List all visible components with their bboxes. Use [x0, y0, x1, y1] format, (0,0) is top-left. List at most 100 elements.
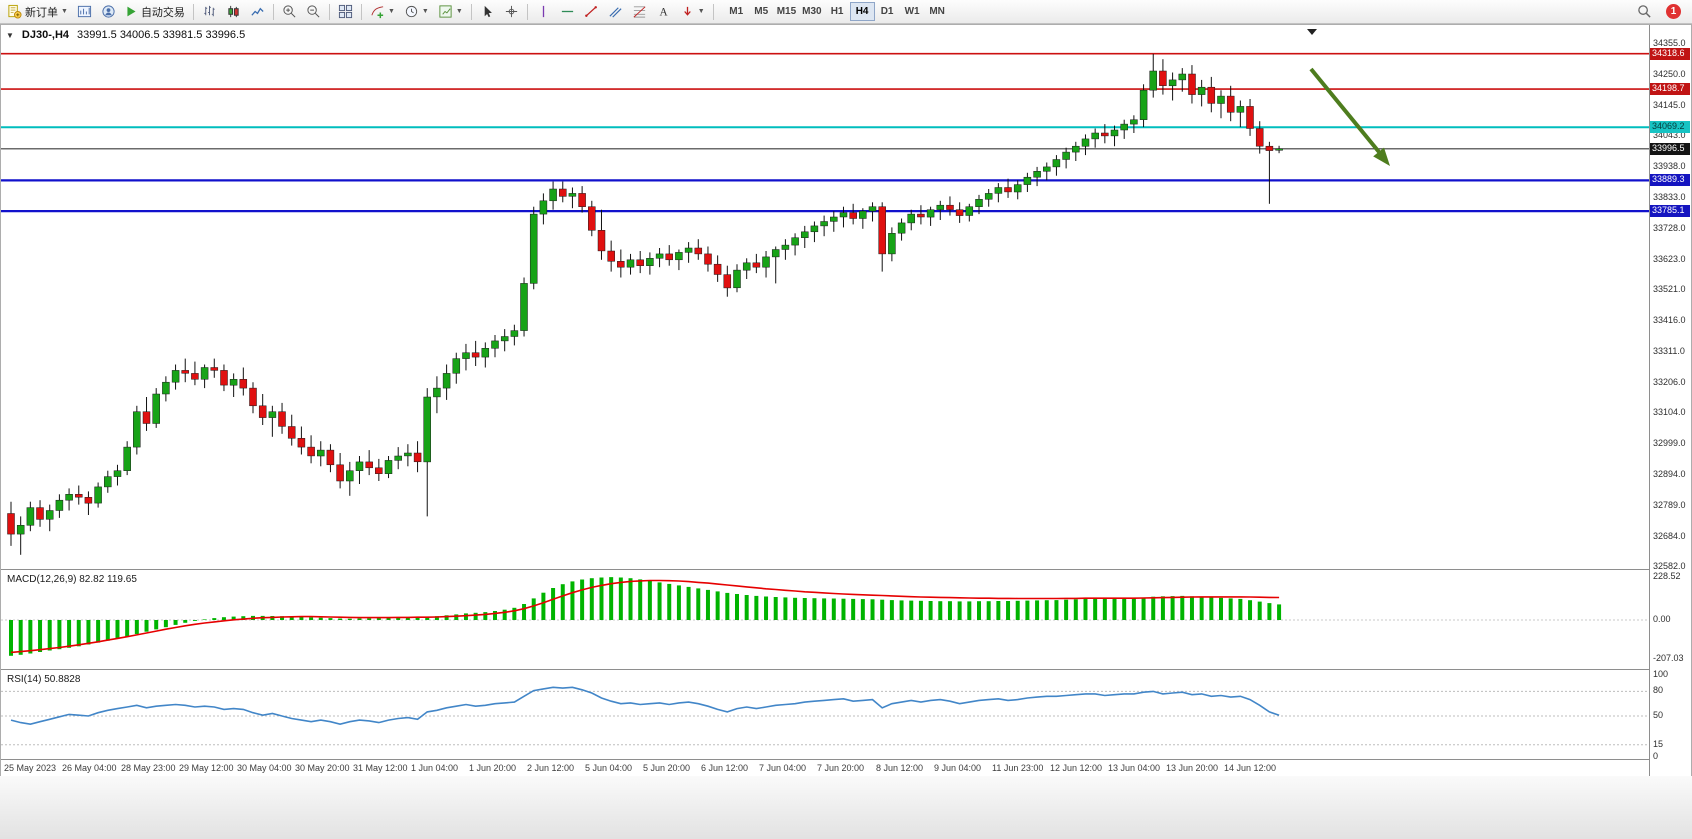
down-trend-arrow — [1309, 67, 1381, 154]
macd-panel[interactable] — [1, 569, 1649, 669]
search-icon — [1637, 4, 1652, 19]
price-level-label: 34318.6 — [1650, 48, 1690, 60]
price-tick: 33521.0 — [1653, 284, 1686, 294]
rsi-panel[interactable] — [1, 669, 1649, 759]
price-tick: 33416.0 — [1653, 315, 1686, 325]
notification-badge[interactable]: 1 — [1666, 4, 1681, 19]
templates-button[interactable]: ▼ — [434, 1, 467, 22]
timeframe-d1-button[interactable]: D1 — [880, 6, 894, 17]
price-tick: 34145.0 — [1653, 100, 1686, 110]
chart-shift-icon — [1307, 29, 1317, 35]
bar-chart-button[interactable] — [198, 1, 221, 22]
vertical-line-icon — [536, 4, 551, 19]
chart-dropdown-icon[interactable]: ▼ — [6, 30, 14, 40]
rsi-scale-label: 100 — [1653, 669, 1669, 679]
rsi-label: RSI(14) 50.8828 — [7, 674, 81, 685]
toolbar-separator — [470, 3, 472, 20]
charts-window-icon — [77, 4, 92, 19]
price-tick: 33104.0 — [1653, 407, 1686, 417]
text-tool-button[interactable]: A — [652, 1, 675, 22]
line-chart-button[interactable] — [246, 1, 269, 22]
search-button[interactable] — [1633, 1, 1656, 22]
time-label: 31 May 12:00 — [353, 763, 408, 773]
toolbar-separator — [328, 3, 330, 20]
time-label: 9 Jun 04:00 — [934, 763, 982, 773]
zoom-in-button[interactable] — [278, 1, 301, 22]
trendline-button[interactable] — [580, 1, 603, 22]
candlestick-icon — [226, 4, 241, 19]
auto-trading-button[interactable]: 自动交易 — [121, 1, 189, 22]
timeframe-h1-button[interactable]: H1 — [830, 6, 844, 17]
zoom-in-icon — [282, 4, 297, 19]
price-level-label: 33889.3 — [1650, 174, 1690, 186]
main-toolbar: 新订单 ▼ 自动交易 ▼ ▼ ▼ — [0, 0, 1692, 24]
price-tick: 33938.0 — [1653, 161, 1686, 171]
svg-text:A: A — [659, 7, 668, 19]
time-label: 1 Jun 04:00 — [411, 763, 459, 773]
arrows-tool-button[interactable]: ▼ — [676, 1, 709, 22]
periods-button[interactable]: ▼ — [400, 1, 433, 22]
price-axis[interactable]: 34355.0 34250.0 34145.0 34043.0 33938.0 33833… — [1649, 25, 1691, 776]
time-label: 5 Jun 04:00 — [585, 763, 633, 773]
timeframe-m30-button[interactable]: M30 — [802, 6, 822, 17]
macd-label: MACD(12,26,9) 82.82 119.65 — [7, 574, 137, 585]
rsi-scale-label: 80 — [1653, 685, 1664, 695]
market-watch-button[interactable] — [97, 1, 120, 22]
clock-icon — [404, 4, 419, 19]
macd-scale-label: -207.03 — [1653, 653, 1684, 663]
timeframe-w1-button[interactable]: W1 — [904, 6, 920, 17]
price-level-label: 33785.1 — [1650, 205, 1690, 217]
new-order-button[interactable]: 新订单 ▼ — [3, 1, 72, 22]
candlestick-chart-button[interactable] — [222, 1, 245, 22]
fibonacci-button[interactable] — [628, 1, 651, 22]
price-tick: 34043.0 — [1653, 130, 1686, 140]
time-label: 25 May 2023 — [4, 763, 57, 773]
channel-button[interactable] — [604, 1, 627, 22]
time-label: 6 Jun 12:00 — [701, 763, 749, 773]
price-tick: 33623.0 — [1653, 254, 1686, 264]
indicators-icon — [370, 4, 385, 19]
templates-icon — [438, 4, 453, 19]
price-level-label: 33996.5 — [1650, 143, 1690, 155]
horizontal-line-icon — [560, 4, 575, 19]
indicators-button[interactable]: ▼ — [366, 1, 399, 22]
price-chart[interactable] — [1, 25, 1649, 569]
price-tick: 32684.0 — [1653, 531, 1686, 541]
time-label: 30 May 20:00 — [295, 763, 350, 773]
caret-down-icon: ▼ — [421, 8, 429, 15]
tile-windows-button[interactable] — [334, 1, 357, 22]
caret-down-icon: ▼ — [697, 8, 705, 15]
time-axis[interactable]: 25 May 2023 26 May 04:00 28 May 23:00 29 Ma… — [1, 759, 1649, 776]
price-level-label: 34198.7 — [1650, 83, 1690, 95]
timeframe-m1-button[interactable]: M1 — [729, 6, 744, 17]
ohlc-values: 33991.5 34006.5 33981.5 33996.5 — [77, 29, 246, 41]
horizontal-line-button[interactable] — [556, 1, 579, 22]
caret-down-icon: ▼ — [61, 8, 68, 15]
time-label: 11 Jun 23:00 — [992, 763, 1044, 773]
vertical-line-button[interactable] — [532, 1, 555, 22]
macd-scale-label: 0.00 — [1653, 614, 1671, 624]
timeframe-h4-button[interactable]: H4 — [849, 2, 875, 21]
zoom-out-button[interactable] — [302, 1, 325, 22]
price-tick: 34250.0 — [1653, 69, 1686, 79]
time-label: 26 May 04:00 — [62, 763, 117, 773]
crosshair-button[interactable] — [500, 1, 523, 22]
fibonacci-icon — [632, 4, 647, 19]
price-tick: 32999.0 — [1653, 438, 1686, 448]
chart-title-bar: ▼ DJ30-,H4 33991.5 34006.5 33981.5 33996… — [6, 29, 245, 41]
price-tick: 33728.0 — [1653, 223, 1686, 233]
arrows-icon — [680, 4, 695, 19]
time-label: 28 May 23:00 — [121, 763, 176, 773]
timeframe-m15-button[interactable]: M15 — [776, 6, 797, 17]
timeframe-m5-button[interactable]: M5 — [754, 6, 769, 17]
macd-scale-label: 228.52 — [1653, 571, 1681, 581]
play-icon — [125, 5, 138, 18]
new-order-icon — [7, 4, 22, 19]
tile-windows-icon — [338, 4, 353, 19]
time-label: 7 Jun 20:00 — [817, 763, 865, 773]
charts-window-button[interactable] — [73, 1, 96, 22]
symbol-period: DJ30-,H4 — [21, 29, 69, 41]
cursor-button[interactable] — [476, 1, 499, 22]
timeframe-mn-button[interactable]: MN — [929, 6, 945, 17]
time-label: 8 Jun 12:00 — [876, 763, 924, 773]
